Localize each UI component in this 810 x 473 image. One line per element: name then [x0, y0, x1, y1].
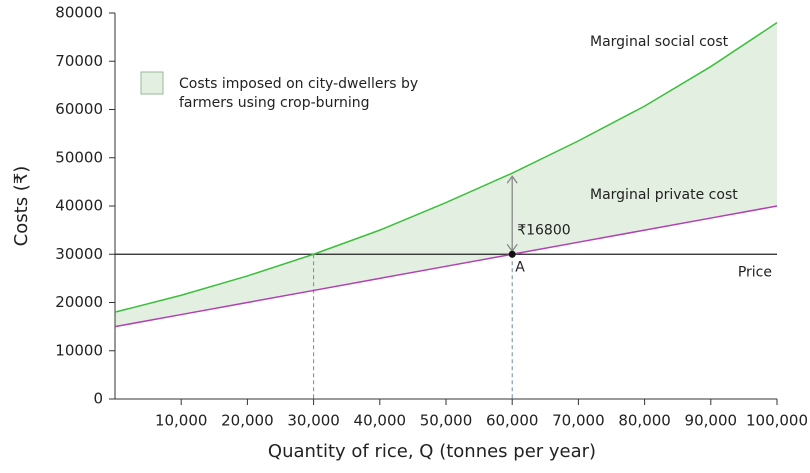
y-tick-label: 50000 [55, 148, 103, 166]
y-tick-label: 10000 [55, 341, 103, 359]
y-tick-label: 0 [93, 390, 103, 408]
price-label: Price [738, 264, 772, 280]
y-tick-label: 80000 [55, 4, 103, 22]
x-tick-label: 100,000 [746, 412, 808, 430]
point [508, 250, 516, 258]
x-tick-label: 10,000 [155, 412, 208, 430]
x-tick-label: 30,000 [287, 412, 340, 430]
x-tick-label: 90,000 [685, 412, 738, 430]
x-axis-title: Quantity of rice, Q (tonnes per year) [268, 441, 596, 462]
x-tick-label: 50,000 [420, 412, 473, 430]
y-tick-label: 70000 [55, 52, 103, 70]
series-line [114, 205, 778, 328]
legend-label: Costs imposed on city-dwellers by [179, 76, 418, 92]
y-tick-label: 30000 [55, 245, 103, 263]
y-tick-label: 20000 [55, 293, 103, 311]
series-label: Marginal social cost [590, 34, 729, 50]
annotation-label: ₹16800 [517, 222, 570, 238]
x-tick-label: 40,000 [354, 412, 407, 430]
arrow-head [506, 175, 518, 184]
shaded-area [115, 22, 777, 327]
legend-label: farmers using crop-burning [179, 95, 369, 111]
legend-swatch [140, 71, 164, 95]
y-axis-title: Costs (₹) [11, 166, 32, 247]
x-tick-label: 20,000 [221, 412, 274, 430]
y-tick-label: 40000 [55, 197, 103, 215]
x-tick-label: 80,000 [618, 412, 671, 430]
y-tick-label: 60000 [55, 100, 103, 118]
point-label: A [515, 259, 525, 275]
series-label: Marginal private cost [590, 187, 738, 203]
series-line [114, 22, 778, 313]
x-tick-label: 60,000 [486, 412, 539, 430]
x-tick-label: 70,000 [552, 412, 605, 430]
